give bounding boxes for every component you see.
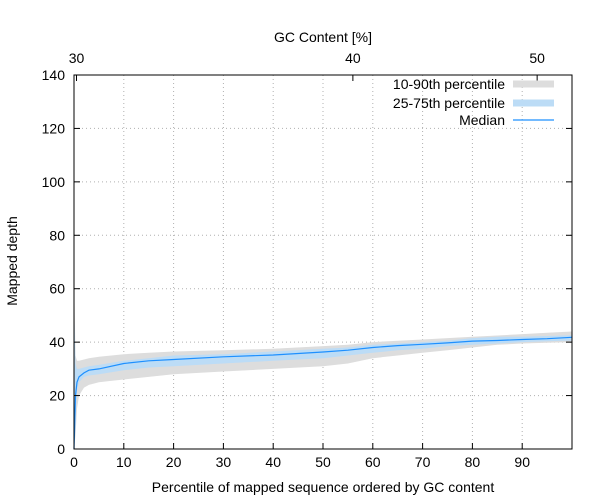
top-axis-label: GC Content [%] — [274, 29, 372, 45]
y-tick-label: 60 — [49, 281, 65, 297]
percentile-bands — [74, 275, 572, 449]
x-tick-label: 90 — [514, 454, 530, 470]
legend-label: 10-90th percentile — [393, 76, 505, 92]
y-tick-label: 0 — [57, 441, 65, 457]
grid — [74, 75, 572, 449]
x-tick-label: 70 — [415, 454, 431, 470]
legend-label: 25-75th percentile — [393, 95, 505, 111]
median-line — [73, 336, 573, 450]
x-tick-label: 20 — [166, 454, 182, 470]
y-tick-label: 100 — [42, 174, 66, 190]
top-tick-label: 40 — [345, 50, 361, 66]
top-tick-label: 30 — [69, 50, 85, 66]
x-tick-label: 40 — [265, 454, 281, 470]
x-tick-label: 30 — [216, 454, 232, 470]
band-10-90 — [74, 275, 572, 449]
legend: 10-90th percentile 25-75th percentileMedi… — [393, 76, 554, 128]
y-tick-label: 40 — [49, 334, 65, 350]
y-axis-label: Mapped depth — [4, 216, 20, 306]
x-tick-label: 60 — [365, 454, 381, 470]
x-axis-label: Percentile of mapped sequence ordered by… — [152, 479, 495, 495]
legend-label: Median — [459, 112, 505, 128]
x-tick-label: 10 — [116, 454, 132, 470]
median-series — [73, 336, 573, 450]
y-tick-label: 20 — [49, 388, 65, 404]
y-tick-label: 140 — [42, 67, 66, 83]
x-tick-label: 80 — [465, 454, 481, 470]
y-tick-label: 120 — [42, 120, 66, 136]
top-tick-label: 50 — [529, 50, 545, 66]
y-tick-label: 80 — [49, 227, 65, 243]
x-tick-label: 50 — [315, 454, 331, 470]
x-tick-label: 0 — [70, 454, 78, 470]
